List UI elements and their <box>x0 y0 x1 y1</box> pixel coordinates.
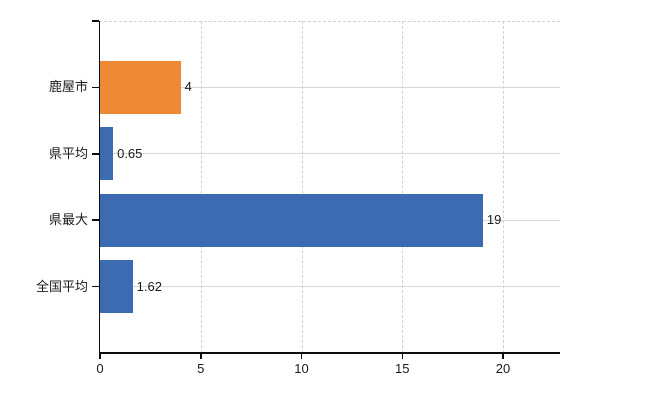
vertical-gridline <box>503 21 504 353</box>
x-tick-label: 15 <box>395 361 410 376</box>
value-label: 0.65 <box>117 145 143 161</box>
value-label: 1.62 <box>136 278 162 294</box>
plot-top-boundary-line <box>99 21 560 22</box>
y-axis-tick <box>92 20 99 22</box>
vertical-gridline <box>301 21 303 353</box>
category-label: 鹿屋市 <box>48 79 88 95</box>
y-axis-tick <box>92 219 99 221</box>
bar-1 <box>100 127 114 181</box>
x-axis-tick <box>502 353 504 359</box>
x-axis-line <box>98 352 560 354</box>
value-label: 4 <box>184 79 192 95</box>
x-tick-label: 0 <box>96 361 104 376</box>
x-tick-label: 10 <box>294 361 309 376</box>
x-tick-label: 5 <box>197 361 205 376</box>
category-label: 県平均 <box>48 145 88 161</box>
y-axis-tick <box>92 285 99 288</box>
y-axis-line <box>98 21 100 353</box>
vertical-gridline <box>402 21 404 353</box>
category-label: 県最大 <box>48 212 88 228</box>
horizontal-gridline <box>100 286 560 288</box>
value-label: 19 <box>486 212 502 228</box>
x-axis-tick <box>300 353 303 359</box>
bar-0 <box>100 60 181 114</box>
bar-2 <box>100 193 483 247</box>
x-axis-tick <box>99 353 101 359</box>
horizontal-gridline <box>100 86 560 88</box>
bar-3 <box>100 260 133 314</box>
vertical-gridline <box>200 21 202 353</box>
x-axis-tick <box>401 353 403 359</box>
category-label: 全国平均 <box>35 278 88 294</box>
horizontal-gridline <box>100 153 560 155</box>
x-axis-tick <box>200 353 202 359</box>
y-axis-tick <box>92 86 99 89</box>
y-axis-tick <box>92 153 99 155</box>
x-tick-label: 20 <box>495 361 511 376</box>
